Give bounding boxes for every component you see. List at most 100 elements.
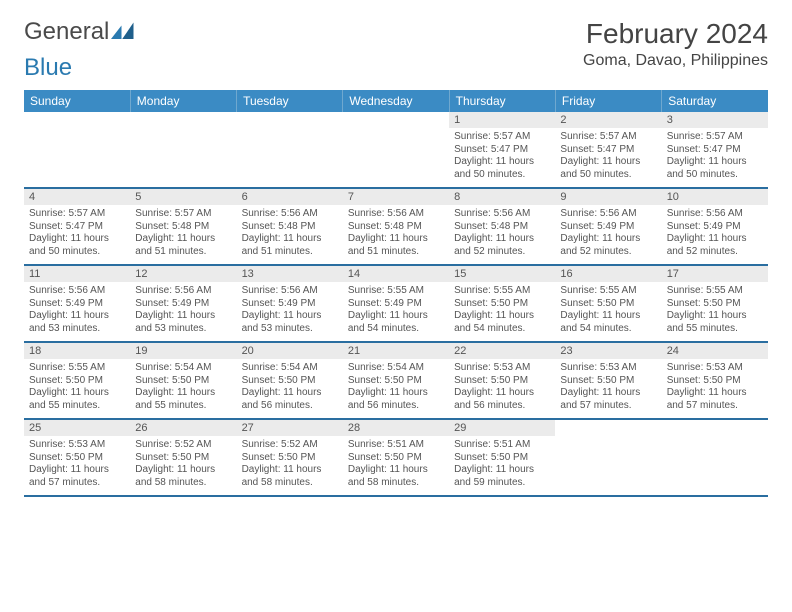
sunset-text: Sunset: 5:48 PM [454, 221, 550, 234]
day-number: 19 [130, 343, 236, 359]
day-details: Sunrise: 5:55 AMSunset: 5:49 PMDaylight:… [343, 282, 449, 341]
daylight-text: Daylight: 11 hours and 52 minutes. [667, 233, 763, 258]
calendar-day-cell: 14Sunrise: 5:55 AMSunset: 5:49 PMDayligh… [343, 265, 449, 342]
calendar-week-row: 4Sunrise: 5:57 AMSunset: 5:47 PMDaylight… [24, 188, 768, 265]
sunrise-text: Sunrise: 5:56 AM [242, 285, 338, 298]
day-number: 22 [449, 343, 555, 359]
sunrise-text: Sunrise: 5:57 AM [135, 208, 231, 221]
daylight-text: Daylight: 11 hours and 56 minutes. [454, 387, 550, 412]
day-number: 15 [449, 266, 555, 282]
daylight-text: Daylight: 11 hours and 52 minutes. [454, 233, 550, 258]
calendar-day-cell: 20Sunrise: 5:54 AMSunset: 5:50 PMDayligh… [237, 342, 343, 419]
day-details: Sunrise: 5:53 AMSunset: 5:50 PMDaylight:… [555, 359, 661, 418]
daylight-text: Daylight: 11 hours and 53 minutes. [29, 310, 125, 335]
day-number: 8 [449, 189, 555, 205]
calendar-table: Sunday Monday Tuesday Wednesday Thursday… [24, 90, 768, 497]
location: Goma, Davao, Philippines [583, 52, 768, 70]
daylight-text: Daylight: 11 hours and 50 minutes. [667, 156, 763, 181]
sunset-text: Sunset: 5:47 PM [29, 221, 125, 234]
sunrise-text: Sunrise: 5:54 AM [348, 362, 444, 375]
sunset-text: Sunset: 5:50 PM [454, 452, 550, 465]
daylight-text: Daylight: 11 hours and 54 minutes. [454, 310, 550, 335]
day-details: Sunrise: 5:56 AMSunset: 5:48 PMDaylight:… [449, 205, 555, 264]
day-details: Sunrise: 5:56 AMSunset: 5:48 PMDaylight:… [237, 205, 343, 264]
calendar-day-cell [555, 419, 661, 496]
calendar-day-cell: 5Sunrise: 5:57 AMSunset: 5:48 PMDaylight… [130, 188, 236, 265]
day-number: 25 [24, 420, 130, 436]
calendar-day-cell [343, 112, 449, 188]
calendar-day-cell: 12Sunrise: 5:56 AMSunset: 5:49 PMDayligh… [130, 265, 236, 342]
daylight-text: Daylight: 11 hours and 57 minutes. [667, 387, 763, 412]
daylight-text: Daylight: 11 hours and 50 minutes. [560, 156, 656, 181]
sunset-text: Sunset: 5:50 PM [29, 452, 125, 465]
sunset-text: Sunset: 5:50 PM [135, 375, 231, 388]
calendar-day-cell: 26Sunrise: 5:52 AMSunset: 5:50 PMDayligh… [130, 419, 236, 496]
day-number: 7 [343, 189, 449, 205]
sunset-text: Sunset: 5:49 PM [560, 221, 656, 234]
sunrise-text: Sunrise: 5:53 AM [454, 362, 550, 375]
sunset-text: Sunset: 5:50 PM [560, 375, 656, 388]
calendar-day-cell: 9Sunrise: 5:56 AMSunset: 5:49 PMDaylight… [555, 188, 661, 265]
daylight-text: Daylight: 11 hours and 53 minutes. [135, 310, 231, 335]
sunrise-text: Sunrise: 5:51 AM [348, 439, 444, 452]
day-number: 11 [24, 266, 130, 282]
day-details: Sunrise: 5:56 AMSunset: 5:49 PMDaylight:… [555, 205, 661, 264]
daylight-text: Daylight: 11 hours and 57 minutes. [560, 387, 656, 412]
day-number: 16 [555, 266, 661, 282]
sunrise-text: Sunrise: 5:56 AM [560, 208, 656, 221]
day-number [555, 420, 661, 424]
day-details: Sunrise: 5:56 AMSunset: 5:49 PMDaylight:… [130, 282, 236, 341]
day-details: Sunrise: 5:57 AMSunset: 5:47 PMDaylight:… [449, 128, 555, 187]
day-details: Sunrise: 5:55 AMSunset: 5:50 PMDaylight:… [24, 359, 130, 418]
sunset-text: Sunset: 5:49 PM [242, 298, 338, 311]
day-number [24, 112, 130, 116]
calendar-day-cell: 18Sunrise: 5:55 AMSunset: 5:50 PMDayligh… [24, 342, 130, 419]
day-number: 4 [24, 189, 130, 205]
sunset-text: Sunset: 5:47 PM [560, 144, 656, 157]
day-number: 21 [343, 343, 449, 359]
sunrise-text: Sunrise: 5:54 AM [135, 362, 231, 375]
day-details: Sunrise: 5:53 AMSunset: 5:50 PMDaylight:… [662, 359, 768, 418]
day-number: 14 [343, 266, 449, 282]
daylight-text: Daylight: 11 hours and 50 minutes. [29, 233, 125, 258]
logo-text-1: General [24, 18, 109, 46]
daylight-text: Daylight: 11 hours and 56 minutes. [348, 387, 444, 412]
sunset-text: Sunset: 5:50 PM [242, 375, 338, 388]
sunset-text: Sunset: 5:50 PM [348, 452, 444, 465]
daylight-text: Daylight: 11 hours and 51 minutes. [135, 233, 231, 258]
calendar-day-cell: 1Sunrise: 5:57 AMSunset: 5:47 PMDaylight… [449, 112, 555, 188]
day-details: Sunrise: 5:53 AMSunset: 5:50 PMDaylight:… [449, 359, 555, 418]
sunrise-text: Sunrise: 5:55 AM [667, 285, 763, 298]
sunset-text: Sunset: 5:50 PM [29, 375, 125, 388]
sunrise-text: Sunrise: 5:54 AM [242, 362, 338, 375]
daylight-text: Daylight: 11 hours and 56 minutes. [242, 387, 338, 412]
logo: General [24, 18, 141, 46]
day-number: 5 [130, 189, 236, 205]
day-details: Sunrise: 5:57 AMSunset: 5:48 PMDaylight:… [130, 205, 236, 264]
calendar-day-cell: 22Sunrise: 5:53 AMSunset: 5:50 PMDayligh… [449, 342, 555, 419]
sunset-text: Sunset: 5:49 PM [348, 298, 444, 311]
daylight-text: Daylight: 11 hours and 58 minutes. [135, 464, 231, 489]
sunrise-text: Sunrise: 5:52 AM [135, 439, 231, 452]
day-details: Sunrise: 5:55 AMSunset: 5:50 PMDaylight:… [449, 282, 555, 341]
day-details: Sunrise: 5:56 AMSunset: 5:49 PMDaylight:… [237, 282, 343, 341]
calendar-day-cell: 21Sunrise: 5:54 AMSunset: 5:50 PMDayligh… [343, 342, 449, 419]
sunset-text: Sunset: 5:48 PM [135, 221, 231, 234]
day-details: Sunrise: 5:56 AMSunset: 5:49 PMDaylight:… [662, 205, 768, 264]
calendar-day-cell: 10Sunrise: 5:56 AMSunset: 5:49 PMDayligh… [662, 188, 768, 265]
calendar-week-row: 18Sunrise: 5:55 AMSunset: 5:50 PMDayligh… [24, 342, 768, 419]
daylight-text: Daylight: 11 hours and 55 minutes. [29, 387, 125, 412]
day-details: Sunrise: 5:51 AMSunset: 5:50 PMDaylight:… [343, 436, 449, 495]
sunrise-text: Sunrise: 5:57 AM [560, 131, 656, 144]
sunrise-text: Sunrise: 5:57 AM [667, 131, 763, 144]
calendar-day-cell: 17Sunrise: 5:55 AMSunset: 5:50 PMDayligh… [662, 265, 768, 342]
sunrise-text: Sunrise: 5:56 AM [667, 208, 763, 221]
logo-icon [109, 18, 141, 46]
sunset-text: Sunset: 5:50 PM [242, 452, 338, 465]
daylight-text: Daylight: 11 hours and 54 minutes. [560, 310, 656, 335]
sunset-text: Sunset: 5:47 PM [454, 144, 550, 157]
day-number: 9 [555, 189, 661, 205]
sunset-text: Sunset: 5:49 PM [135, 298, 231, 311]
weekday-header: Wednesday [343, 90, 449, 112]
sunset-text: Sunset: 5:50 PM [454, 375, 550, 388]
